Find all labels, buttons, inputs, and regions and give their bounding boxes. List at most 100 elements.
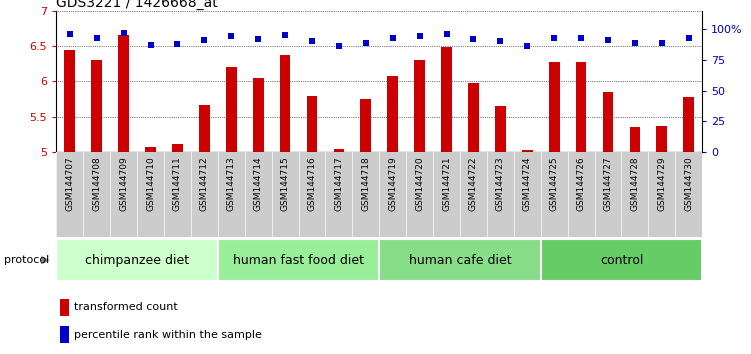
Text: GSM144720: GSM144720 <box>415 156 424 211</box>
Text: GSM144708: GSM144708 <box>92 156 101 211</box>
Bar <box>468 83 479 152</box>
Bar <box>299 152 325 237</box>
Point <box>602 37 614 43</box>
Text: GSM144729: GSM144729 <box>657 156 666 211</box>
Text: GSM144728: GSM144728 <box>630 156 639 211</box>
Bar <box>218 152 245 237</box>
Bar <box>145 147 156 152</box>
Bar <box>83 152 110 237</box>
Text: transformed count: transformed count <box>74 302 178 312</box>
Text: percentile rank within the sample: percentile rank within the sample <box>74 330 262 340</box>
Bar <box>441 47 452 152</box>
Point <box>118 30 130 36</box>
Point <box>198 37 210 43</box>
Bar <box>656 126 667 152</box>
Point <box>333 44 345 49</box>
Point <box>225 34 237 39</box>
Bar <box>549 62 559 152</box>
Bar <box>164 152 191 237</box>
Text: GSM144716: GSM144716 <box>307 156 316 211</box>
Bar <box>218 239 379 281</box>
Bar <box>92 60 102 152</box>
Text: GSM144711: GSM144711 <box>173 156 182 211</box>
Bar <box>522 150 532 152</box>
Bar <box>59 326 68 343</box>
Point <box>387 35 399 41</box>
Text: GSM144726: GSM144726 <box>577 156 586 211</box>
Text: GSM144707: GSM144707 <box>65 156 74 211</box>
Point <box>441 31 453 37</box>
Point <box>144 42 156 48</box>
Text: GSM144713: GSM144713 <box>227 156 236 211</box>
Point <box>467 36 479 42</box>
Point <box>683 35 695 41</box>
Text: chimpanzee diet: chimpanzee diet <box>85 254 189 267</box>
Text: GSM144717: GSM144717 <box>334 156 343 211</box>
Text: GSM144714: GSM144714 <box>254 156 263 211</box>
Bar <box>360 99 371 152</box>
Point <box>252 36 264 42</box>
Bar <box>629 127 641 152</box>
Bar <box>541 239 702 281</box>
Bar <box>306 96 318 152</box>
Bar <box>495 106 505 152</box>
Bar <box>576 62 587 152</box>
Bar <box>648 152 675 237</box>
Bar <box>388 76 398 152</box>
Text: GSM144721: GSM144721 <box>442 156 451 211</box>
Bar <box>406 152 433 237</box>
Point <box>521 44 533 49</box>
Point <box>414 34 426 39</box>
Text: GSM144723: GSM144723 <box>496 156 505 211</box>
Bar <box>59 299 68 315</box>
Text: GSM144712: GSM144712 <box>200 156 209 211</box>
Bar <box>595 152 622 237</box>
Point <box>360 40 372 45</box>
Bar <box>118 35 129 152</box>
Bar <box>514 152 541 237</box>
Text: GSM144715: GSM144715 <box>281 156 290 211</box>
Bar <box>352 152 379 237</box>
Text: GSM144727: GSM144727 <box>604 156 613 211</box>
Bar <box>460 152 487 237</box>
Text: GSM144718: GSM144718 <box>361 156 370 211</box>
Point <box>279 33 291 38</box>
Text: protocol: protocol <box>4 255 49 265</box>
Bar <box>541 152 568 237</box>
Bar <box>226 67 237 152</box>
Text: human fast food diet: human fast food diet <box>233 254 364 267</box>
Bar <box>199 105 210 152</box>
Point <box>629 40 641 45</box>
Point <box>91 35 103 41</box>
Text: GSM144722: GSM144722 <box>469 156 478 211</box>
Point <box>171 41 183 47</box>
Bar <box>675 152 702 237</box>
Text: GDS3221 / 1426668_at: GDS3221 / 1426668_at <box>56 0 218 10</box>
Bar <box>191 152 218 237</box>
Bar <box>333 149 344 152</box>
Point <box>306 39 318 44</box>
Text: GSM144725: GSM144725 <box>550 156 559 211</box>
Bar <box>379 239 541 281</box>
Bar <box>602 92 614 152</box>
Bar <box>325 152 352 237</box>
Bar <box>487 152 514 237</box>
Bar <box>245 152 272 237</box>
Text: human cafe diet: human cafe diet <box>409 254 511 267</box>
Point <box>548 35 560 41</box>
Point <box>64 31 76 37</box>
Bar <box>110 152 137 237</box>
Bar <box>683 97 694 152</box>
Bar <box>415 60 425 152</box>
Bar <box>433 152 460 237</box>
Point <box>575 35 587 41</box>
Bar <box>65 50 75 152</box>
Text: GSM144710: GSM144710 <box>146 156 155 211</box>
Bar <box>56 239 218 281</box>
Text: GSM144709: GSM144709 <box>119 156 128 211</box>
Bar <box>56 152 83 237</box>
Bar <box>253 78 264 152</box>
Bar <box>279 55 291 152</box>
Point <box>494 39 506 44</box>
Bar <box>622 152 648 237</box>
